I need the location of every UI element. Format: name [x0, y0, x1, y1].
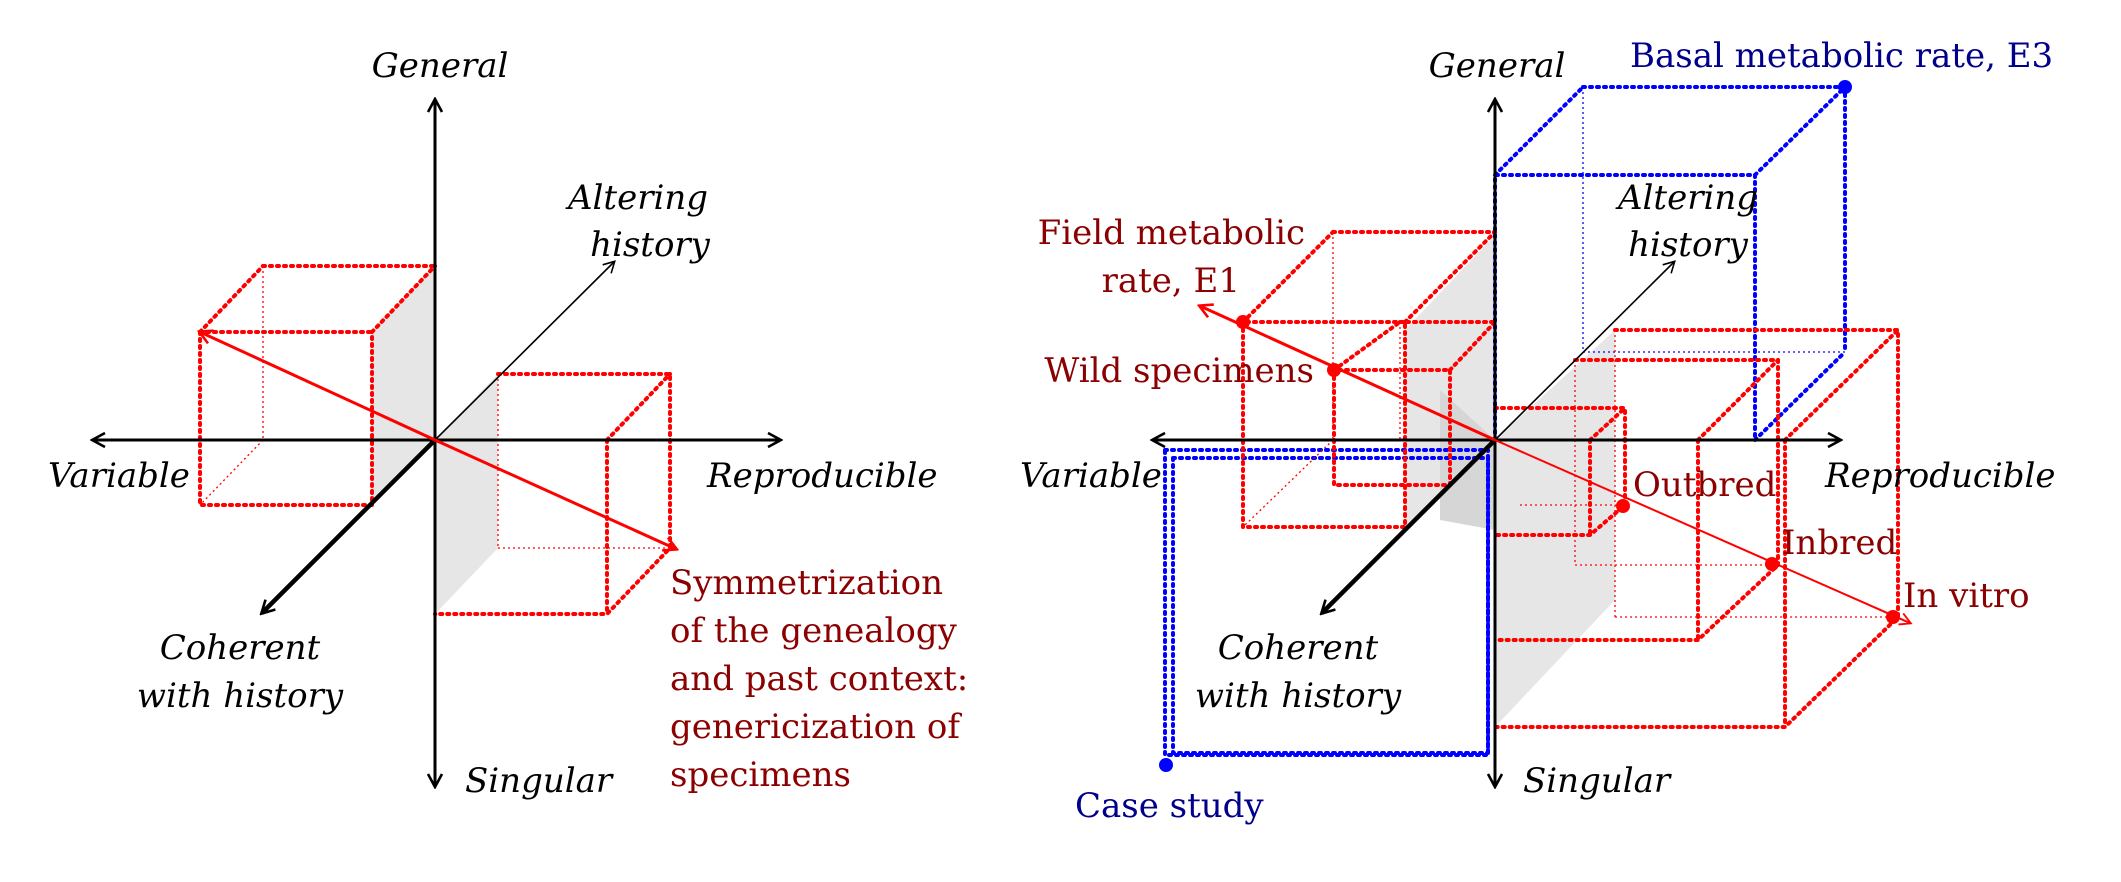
point-inbred: [1765, 557, 1779, 571]
left-annotation-line-2: of the genealogy: [670, 611, 958, 651]
left-red-axis-b: [434, 438, 676, 549]
label-case-study: Case study: [1075, 786, 1264, 826]
left-annotation-line-5: specimens: [670, 755, 851, 795]
left-diag-up-axis: [434, 260, 616, 441]
right-panel: General Singular Variable Reproducible A…: [1020, 36, 2056, 826]
point-case-study: [1159, 758, 1173, 772]
right-label-general: General: [1429, 46, 1566, 86]
right-label-singular: Singular: [1523, 761, 1672, 801]
left-label-reproducible: Reproducible: [706, 456, 938, 496]
left-label-variable: Variable: [48, 456, 190, 496]
right-label-variable: Variable: [1020, 456, 1162, 496]
left-annotation-line-3: and past context:: [670, 659, 968, 699]
right-label-reproducible: Reproducible: [1824, 456, 2056, 496]
right-label-altering-2: history: [1628, 225, 1749, 265]
left-label-coherent-1: Coherent: [160, 628, 321, 668]
right-blue-upper-cube: [1493, 85, 1847, 442]
left-annotation-line-4: genericization of: [670, 707, 962, 747]
right-red-axis-a: [1200, 306, 1496, 442]
label-field-metabolic-1: Field metabolic: [1038, 213, 1305, 253]
left-annotation-line-1: Symmetrization: [670, 563, 943, 603]
left-panel: General Singular Variable Reproducible A…: [48, 46, 968, 801]
label-in-vitro: In vitro: [1903, 576, 2030, 616]
label-outbred: Outbred: [1633, 465, 1776, 505]
left-label-general: General: [372, 46, 509, 86]
label-basal-metabolic: Basal metabolic rate, E3: [1630, 36, 2053, 76]
point-in-vitro: [1886, 610, 1900, 624]
right-shade-d: [1495, 330, 1615, 727]
point-basal-metabolic: [1838, 80, 1852, 94]
label-inbred: Inbred: [1782, 523, 1897, 563]
right-diag-up-axis: [1494, 260, 1676, 441]
point-field-metabolic: [1236, 315, 1250, 329]
left-shade-upper: [372, 266, 435, 505]
right-diag-down-axis: [1322, 438, 1497, 613]
right-label-altering-1: Altering: [1615, 178, 1758, 218]
left-label-singular: Singular: [465, 761, 614, 801]
left-shade-lower: [435, 374, 498, 614]
label-wild-specimens: Wild specimens: [1044, 351, 1314, 391]
right-red-axis-b: [1494, 439, 1913, 626]
label-field-metabolic-2: rate, E1: [1102, 261, 1240, 301]
left-diag-down-axis: [262, 438, 437, 613]
point-wild-specimens: [1327, 363, 1341, 377]
right-label-coherent-1: Coherent: [1218, 628, 1379, 668]
left-label-altering-1: Altering: [565, 178, 708, 218]
left-upper-cube: [198, 264, 437, 507]
point-outbred: [1616, 499, 1630, 513]
right-blue-lower-cube: [1163, 448, 1490, 757]
left-red-axis-a: [200, 332, 436, 442]
left-label-coherent-2: with history: [137, 676, 344, 716]
left-label-altering-2: history: [590, 225, 711, 265]
right-label-coherent-2: with history: [1195, 676, 1402, 716]
